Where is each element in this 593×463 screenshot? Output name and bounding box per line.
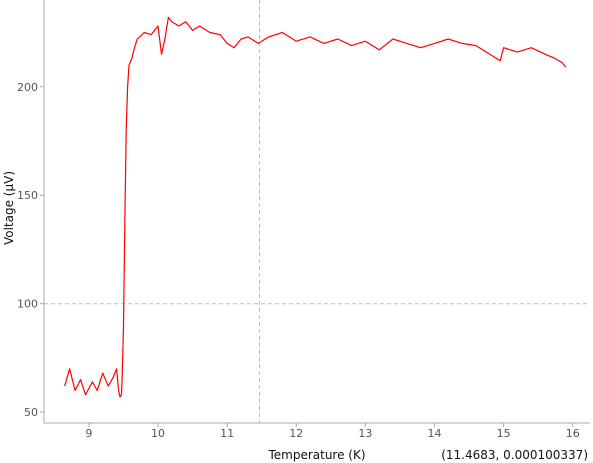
x-tick-label: 12 [289,427,303,440]
x-tick-label: 11 [220,427,234,440]
x-tick-label: 15 [497,427,511,440]
y-axis-title: Voltage (µV) [2,171,16,245]
tick-labels: 9 10 11 12 13 14 15 16 50 100 150 200 [17,81,580,440]
x-tick-label: 13 [358,427,372,440]
y-tick-label: 200 [17,81,38,94]
y-tick-label: 100 [17,298,38,311]
x-tick-label: 10 [151,427,165,440]
y-tick-label: 150 [17,189,38,202]
voltage-series-line [65,17,566,397]
x-tick-label: 9 [85,427,92,440]
y-tick-label: 50 [24,406,38,419]
cursor-crosshair [44,0,590,423]
cursor-coordinate-readout: (11.4683, 0.000100337) [441,448,588,462]
series-group [65,17,566,397]
x-axis-title: Temperature (K) [267,448,365,462]
x-tick-label: 16 [566,427,580,440]
x-tick-label: 14 [427,427,441,440]
